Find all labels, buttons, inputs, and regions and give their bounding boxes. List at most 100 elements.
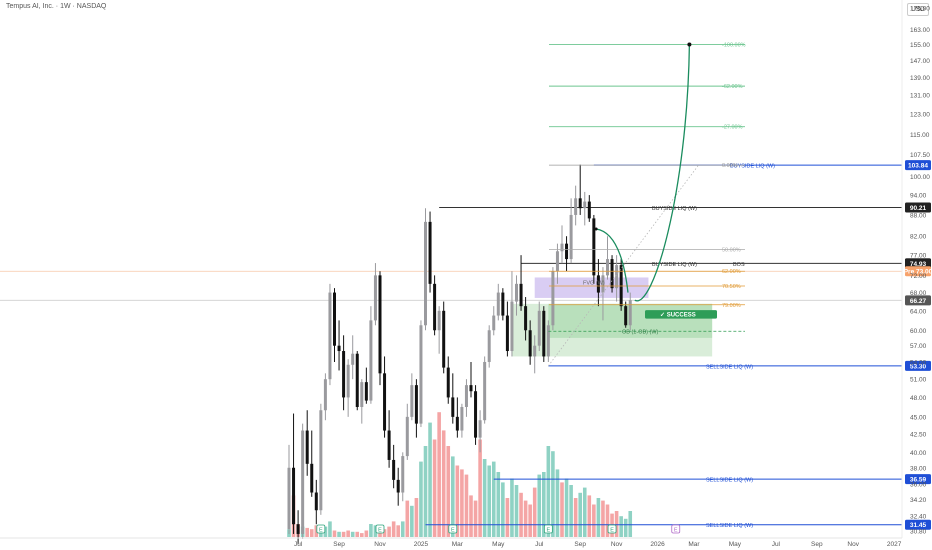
volume-bar <box>382 529 387 537</box>
price-tick-label: 115.00 <box>910 132 930 139</box>
candle-body <box>310 463 314 493</box>
volume-bar <box>423 446 428 537</box>
price-tick-label: 40.00 <box>910 450 927 457</box>
time-tick-label: 2025 <box>414 541 429 548</box>
candle-body <box>546 325 550 357</box>
volume-bar <box>519 492 523 537</box>
price-tick-label: 131.00 <box>910 93 930 100</box>
volume-bar <box>601 500 605 537</box>
candle-body <box>319 410 323 511</box>
candle-body <box>328 292 332 380</box>
earnings-marker <box>448 524 458 534</box>
candle-body <box>501 292 505 316</box>
fvg-label: FVG (W) <box>583 280 605 286</box>
time-tick-label: 2027 <box>887 541 902 548</box>
volume-bar <box>555 469 560 537</box>
volume-bar <box>551 451 555 537</box>
volume-bar <box>523 500 528 537</box>
volume-bar <box>623 518 628 537</box>
volume-bar <box>369 524 373 537</box>
price-badge <box>905 360 931 371</box>
volume-bar <box>482 459 487 537</box>
volume-bar <box>314 525 319 537</box>
current-price-badge <box>905 295 931 306</box>
current-price-label: 74.93 <box>910 261 927 268</box>
liquidity-label: BUYSIDE LIQ (W) <box>652 262 697 268</box>
volume-bar <box>619 516 623 537</box>
candle-body <box>574 198 578 215</box>
candle-body <box>405 416 409 457</box>
price-tick-label: 30.80 <box>910 529 927 536</box>
price-tick-label: 107.50 <box>910 152 930 159</box>
earnings-marker-label: E <box>378 527 382 533</box>
candle-body <box>583 201 587 209</box>
candle-body <box>578 198 582 209</box>
time-axis[interactable]: Jul Sep Nov 2025 Mar May Jul Sep Nov 2026 Mar May Ju… <box>0 537 902 548</box>
liquidity-label: BUYSIDE LIQ (W) <box>652 206 697 212</box>
candle-body <box>364 382 368 401</box>
candle-body <box>433 283 437 331</box>
candle-body <box>596 275 600 293</box>
candle-body <box>483 361 487 421</box>
price-tick-label: 36.00 <box>910 482 927 489</box>
volume-bar <box>496 472 501 537</box>
candle-body <box>519 283 523 307</box>
volume-bar <box>414 498 419 537</box>
price-tick-label: 100.00 <box>910 174 930 181</box>
success-label: ✓ SUCCESS <box>660 313 696 319</box>
price-axis[interactable]: 30.80 32.40 34.20 36.00 38.00 40.00 42.50 45.00… <box>901 0 930 538</box>
candle-body <box>296 524 300 534</box>
time-tick-label: Sep <box>333 541 345 548</box>
volume-bar <box>582 487 587 537</box>
time-tick-label: Mar <box>688 541 700 548</box>
candle-body <box>442 310 446 368</box>
candle-body <box>346 364 350 398</box>
volume-bar <box>323 526 328 537</box>
candle-body <box>587 201 591 219</box>
fib-retrace-label: 50.00% <box>722 247 741 253</box>
price-tick-label: 68.00 <box>910 290 927 297</box>
candle-body <box>592 218 596 276</box>
candle-body <box>515 283 518 302</box>
volume-bar <box>328 521 332 537</box>
candle-body <box>355 353 359 407</box>
candle-body <box>314 492 318 511</box>
candle-body <box>401 456 405 493</box>
candle-body <box>565 243 569 260</box>
liquidity-label: BUYSIDE LIQ (W) <box>730 164 775 170</box>
volume-bar <box>460 469 464 537</box>
volume-bar <box>596 498 601 537</box>
candle-body <box>424 221 427 326</box>
candle-body <box>342 351 346 398</box>
price-badge <box>905 202 931 213</box>
volume-bar <box>309 529 314 537</box>
candle-body <box>387 430 391 460</box>
volume-bar <box>587 495 592 537</box>
price-tick-label: 45.00 <box>910 414 927 421</box>
price-tick-label: 94.00 <box>910 193 927 200</box>
candle-body <box>305 430 309 464</box>
fib-target-label: -27.00% <box>722 125 743 131</box>
volume-bar <box>350 531 355 537</box>
success-badge <box>645 310 717 319</box>
volume-bar <box>487 465 491 537</box>
price-badge <box>905 474 931 485</box>
volume-bar <box>355 531 360 537</box>
time-tick-label: Nov <box>847 541 859 548</box>
time-tick-label: Jul <box>535 541 544 548</box>
volume-bar <box>469 495 473 537</box>
candle-body <box>351 353 355 365</box>
candle-body <box>414 385 418 424</box>
time-tick-label: Sep <box>811 541 823 548</box>
volume-bar <box>341 531 346 537</box>
volume-bar <box>505 498 510 537</box>
candle-body <box>615 265 619 289</box>
candle-body <box>478 420 482 438</box>
annotations: -100.00% -62.00% -27.00% 0.00% 50.00% 62.00% 7… <box>316 42 932 534</box>
currency-button[interactable]: USD <box>907 3 929 16</box>
time-tick-label: Sep <box>574 541 586 548</box>
chart-title: Tempus AI, Inc. · 1W · NASDAQ <box>6 3 107 10</box>
volume-bar <box>573 498 578 537</box>
price-badge-label: 36.59 <box>910 477 927 484</box>
